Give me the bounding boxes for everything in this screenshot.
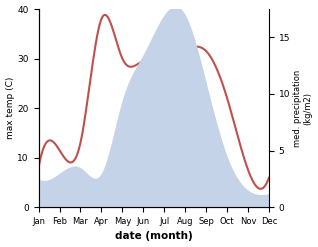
Y-axis label: med. precipitation
(kg/m2): med. precipitation (kg/m2) <box>293 69 313 147</box>
Y-axis label: max temp (C): max temp (C) <box>5 77 15 139</box>
X-axis label: date (month): date (month) <box>115 231 193 242</box>
